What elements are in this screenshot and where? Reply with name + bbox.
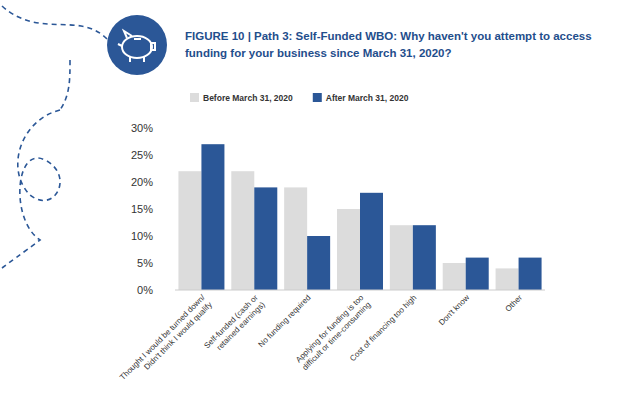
x-tick-line: Thought I would be turned down/ bbox=[118, 293, 207, 382]
x-tick-label: Self-funded (cash orretained earnings) bbox=[202, 293, 267, 358]
x-tick-line: No funding required bbox=[256, 293, 312, 349]
x-tick-label: Other bbox=[503, 293, 524, 314]
x-tick-label: Thought I would be turned down/Didn't th… bbox=[118, 293, 214, 389]
y-tick bbox=[171, 263, 175, 264]
y-tick-label: 20% bbox=[131, 176, 153, 188]
decorative-curve bbox=[2, 6, 108, 268]
legend-label: Before March 31, 2020 bbox=[203, 93, 293, 103]
bar bbox=[413, 225, 436, 290]
y-axis: 0% 5% 10% 15% 20% 25% 30% bbox=[131, 122, 175, 296]
icon-legs bbox=[118, 44, 144, 62]
legend: Before March 31, 2020 After March 31, 202… bbox=[190, 93, 409, 103]
x-tick-label: Applying for funding is toodifficult or … bbox=[293, 293, 372, 372]
bar bbox=[496, 268, 519, 290]
piggy-icon bbox=[107, 15, 167, 75]
y-tick-label: 25% bbox=[131, 149, 153, 161]
bar bbox=[231, 171, 254, 290]
bar bbox=[466, 258, 489, 290]
decorative-curve bbox=[60, 60, 70, 110]
x-tick-label: Don't know bbox=[437, 293, 471, 327]
y-tick-label: 30% bbox=[131, 122, 153, 134]
x-axis-line bbox=[175, 290, 545, 291]
bar bbox=[337, 209, 360, 290]
y-tick-label: 15% bbox=[131, 203, 153, 215]
title-line: FIGURE 10 | Path 3: Self-Funded WBO: Why… bbox=[185, 30, 592, 42]
y-tick bbox=[171, 290, 175, 291]
legend-swatch bbox=[190, 93, 199, 102]
legend-swatch bbox=[313, 93, 322, 102]
bar bbox=[519, 258, 542, 290]
x-tick-label: Cost of financing too high bbox=[348, 293, 418, 363]
x-tick-line: Didn't think I would qualify bbox=[142, 300, 214, 372]
icon-snout bbox=[151, 43, 155, 50]
icon-circle bbox=[107, 15, 167, 75]
icon-body bbox=[122, 36, 152, 58]
chart-title: FIGURE 10 | Path 3: Self-Funded WBO: Why… bbox=[185, 30, 592, 59]
bar bbox=[307, 236, 330, 290]
legend-label: After March 31, 2020 bbox=[326, 93, 409, 103]
y-tick bbox=[171, 128, 175, 129]
bars bbox=[178, 144, 541, 290]
bar bbox=[254, 187, 277, 290]
chart-svg: FIGURE 10 | Path 3: Self-Funded WBO: Why… bbox=[0, 0, 628, 396]
x-tick-line: Other bbox=[503, 293, 524, 314]
y-tick bbox=[171, 236, 175, 237]
bar bbox=[201, 144, 224, 290]
title-line: funding for your business since March 31… bbox=[185, 47, 452, 59]
bar bbox=[178, 171, 201, 290]
y-tick-label: 0% bbox=[137, 284, 153, 296]
x-tick-label: No funding required bbox=[256, 293, 312, 349]
chart-container: FIGURE 10 | Path 3: Self-Funded WBO: Why… bbox=[0, 0, 628, 396]
y-tick bbox=[171, 182, 175, 183]
bar bbox=[390, 225, 413, 290]
y-tick-label: 10% bbox=[131, 230, 153, 242]
x-axis: Thought I would be turned down/Didn't th… bbox=[118, 293, 524, 389]
y-tick-label: 5% bbox=[137, 257, 153, 269]
icon-ear bbox=[124, 31, 132, 38]
x-tick-line: Don't know bbox=[437, 293, 471, 327]
y-tick bbox=[171, 155, 175, 156]
bar bbox=[284, 187, 307, 290]
y-tick bbox=[171, 209, 175, 210]
bar bbox=[443, 263, 466, 290]
bar bbox=[360, 193, 383, 290]
x-tick-line: difficult or time-consuming bbox=[301, 300, 373, 372]
icon-slot bbox=[134, 38, 141, 40]
x-tick-line: Cost of financing too high bbox=[348, 293, 418, 363]
